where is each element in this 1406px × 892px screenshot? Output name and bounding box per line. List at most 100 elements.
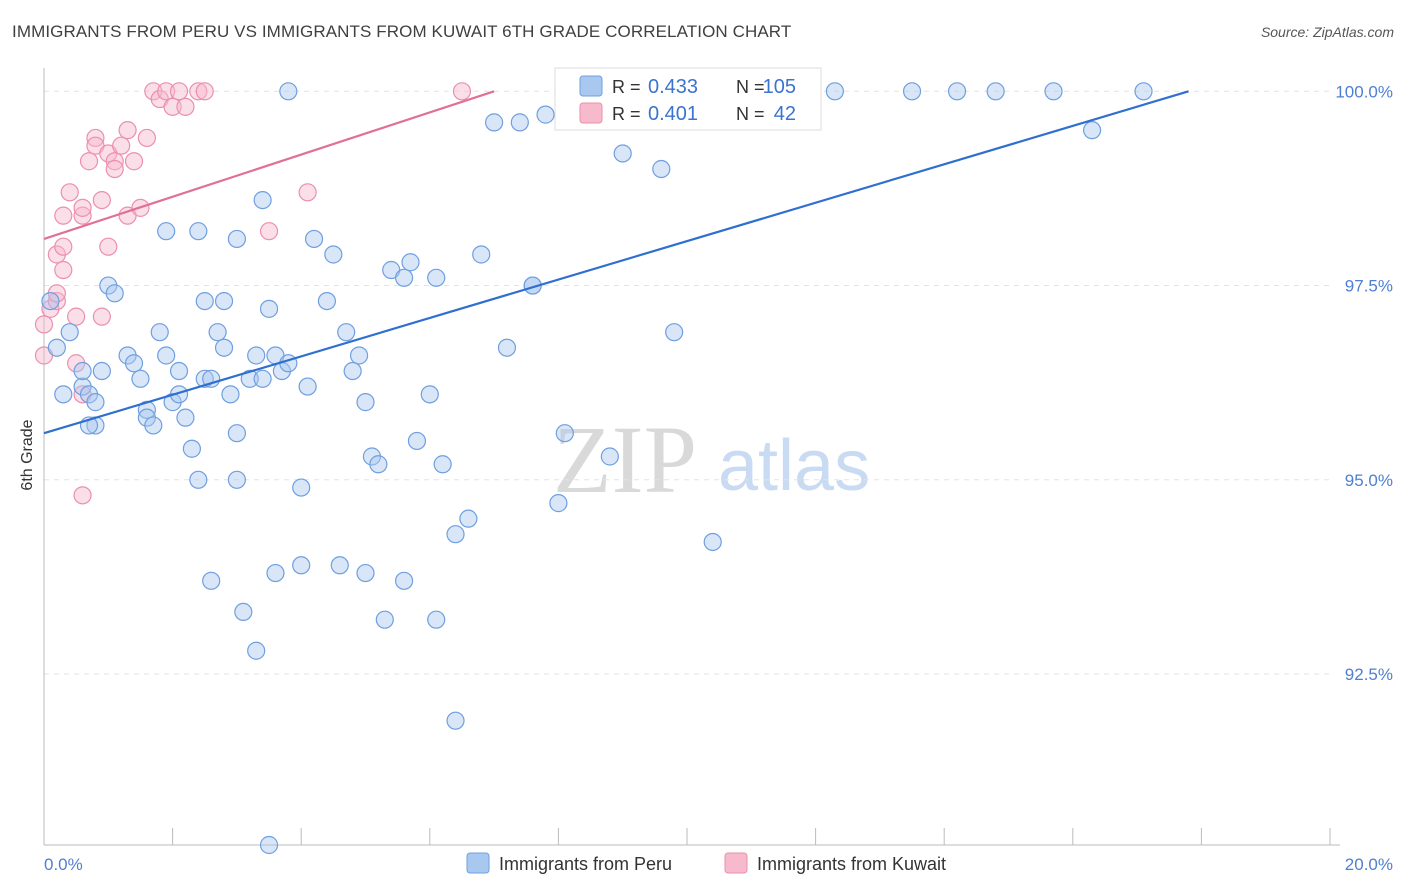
kuwait-point	[112, 136, 131, 155]
peru-point	[247, 346, 266, 365]
peru-point	[150, 323, 169, 342]
peru-point	[182, 439, 201, 458]
y-tick-label: 97.5%	[1345, 277, 1393, 296]
peru-point	[144, 416, 163, 435]
kuwait-point	[157, 82, 176, 101]
stats-peru-r-label: R =	[612, 77, 641, 97]
y-axis-title: 6th Grade	[19, 419, 36, 490]
peru-point	[279, 82, 298, 101]
peru-point	[665, 323, 684, 342]
peru-point	[555, 424, 574, 443]
kuwait-point	[124, 152, 144, 171]
peru-point	[247, 641, 266, 660]
peru-point	[485, 113, 504, 132]
kuwait-point	[189, 82, 208, 101]
peru-point	[427, 610, 446, 629]
kuwait-point	[54, 206, 73, 225]
stats-peru-n-label: N =	[736, 77, 765, 97]
kuwait-point	[54, 260, 73, 280]
kuwait-point	[105, 152, 124, 171]
peru-point	[124, 354, 144, 373]
peru-point	[427, 268, 446, 287]
kuwait-point	[137, 128, 156, 148]
peru-point	[298, 377, 317, 396]
peru-point	[221, 385, 240, 404]
peru-point	[253, 190, 272, 210]
peru-point	[157, 346, 176, 365]
peru-point	[317, 292, 337, 311]
peru-point	[401, 253, 420, 272]
peru-point	[394, 571, 414, 590]
kuwait-point	[86, 128, 105, 148]
x-tick-label-max: 20.0%	[1345, 855, 1393, 874]
kuwait-points	[34, 82, 472, 505]
peru-point	[356, 563, 375, 583]
peru-point	[266, 563, 285, 583]
legend-label-peru: Immigrants from Peru	[499, 854, 672, 874]
peru-point	[497, 338, 517, 357]
peru-point	[176, 408, 195, 427]
peru-point	[1044, 82, 1063, 101]
stats-kuwait-n-value: 42	[774, 103, 796, 125]
kuwait-point	[73, 198, 92, 217]
peru-point	[208, 323, 227, 342]
peru-point	[240, 369, 259, 388]
peru-point	[253, 369, 272, 388]
peru-point	[986, 82, 1005, 101]
peru-point	[356, 393, 375, 412]
stats-kuwait-r-label: R =	[612, 104, 641, 124]
peru-point	[259, 299, 279, 318]
peru-point	[292, 478, 311, 497]
kuwait-point	[92, 190, 111, 210]
kuwait-point	[99, 237, 118, 256]
peru-point	[472, 245, 491, 264]
chart-title: IMMIGRANTS FROM PERU VS IMMIGRANTS FROM …	[12, 22, 792, 41]
legend-label-kuwait: Immigrants from Kuwait	[757, 854, 946, 874]
kuwait-point	[195, 82, 214, 101]
peru-point	[549, 494, 568, 513]
peru-point	[613, 144, 632, 163]
peru-point	[902, 82, 922, 101]
peru-point	[195, 292, 214, 311]
stats-swatch-peru	[579, 75, 603, 97]
peru-point	[131, 369, 150, 388]
kuwait-point	[105, 159, 124, 179]
peru-point	[189, 222, 208, 241]
peru-point	[157, 222, 176, 241]
stats-kuwait-r-value: 0.401	[648, 103, 698, 125]
x-ticks	[43, 828, 1331, 845]
kuwait-point	[169, 82, 189, 101]
peru-point	[214, 292, 234, 311]
peru-point	[105, 284, 124, 303]
peru-point	[420, 385, 439, 404]
stats-peru-r-value: 0.433	[648, 76, 698, 98]
peru-point	[446, 711, 465, 730]
peru-point	[536, 105, 555, 124]
source-label: Source: ZipAtlas.com	[1260, 24, 1394, 40]
legend-swatch-kuwait	[724, 852, 748, 874]
peru-point	[47, 338, 66, 357]
kuwait-point	[47, 292, 66, 311]
peru-point	[227, 229, 246, 249]
peru-point	[1082, 121, 1102, 140]
peru-point	[343, 361, 362, 381]
peru-point	[349, 346, 369, 365]
peru-point	[337, 323, 356, 342]
peru-point	[369, 455, 388, 474]
stats-peru-n-value: 105	[763, 76, 796, 98]
peru-point	[433, 455, 452, 474]
kuwait-point	[34, 315, 54, 334]
kuwait-trend-line	[43, 90, 495, 240]
y-tick-label: 100.0%	[1335, 82, 1393, 101]
peru-point	[227, 424, 246, 443]
legend-swatch-peru	[466, 852, 490, 874]
kuwait-point	[92, 307, 111, 326]
series-legend: Immigrants from Peru Immigrants from Kuw…	[466, 852, 946, 874]
peru-point	[202, 571, 221, 590]
peru-point	[227, 470, 246, 489]
kuwait-point	[176, 97, 195, 116]
peru-point	[407, 431, 427, 451]
peru-point	[330, 556, 349, 575]
y-tick-label: 92.5%	[1345, 665, 1393, 684]
